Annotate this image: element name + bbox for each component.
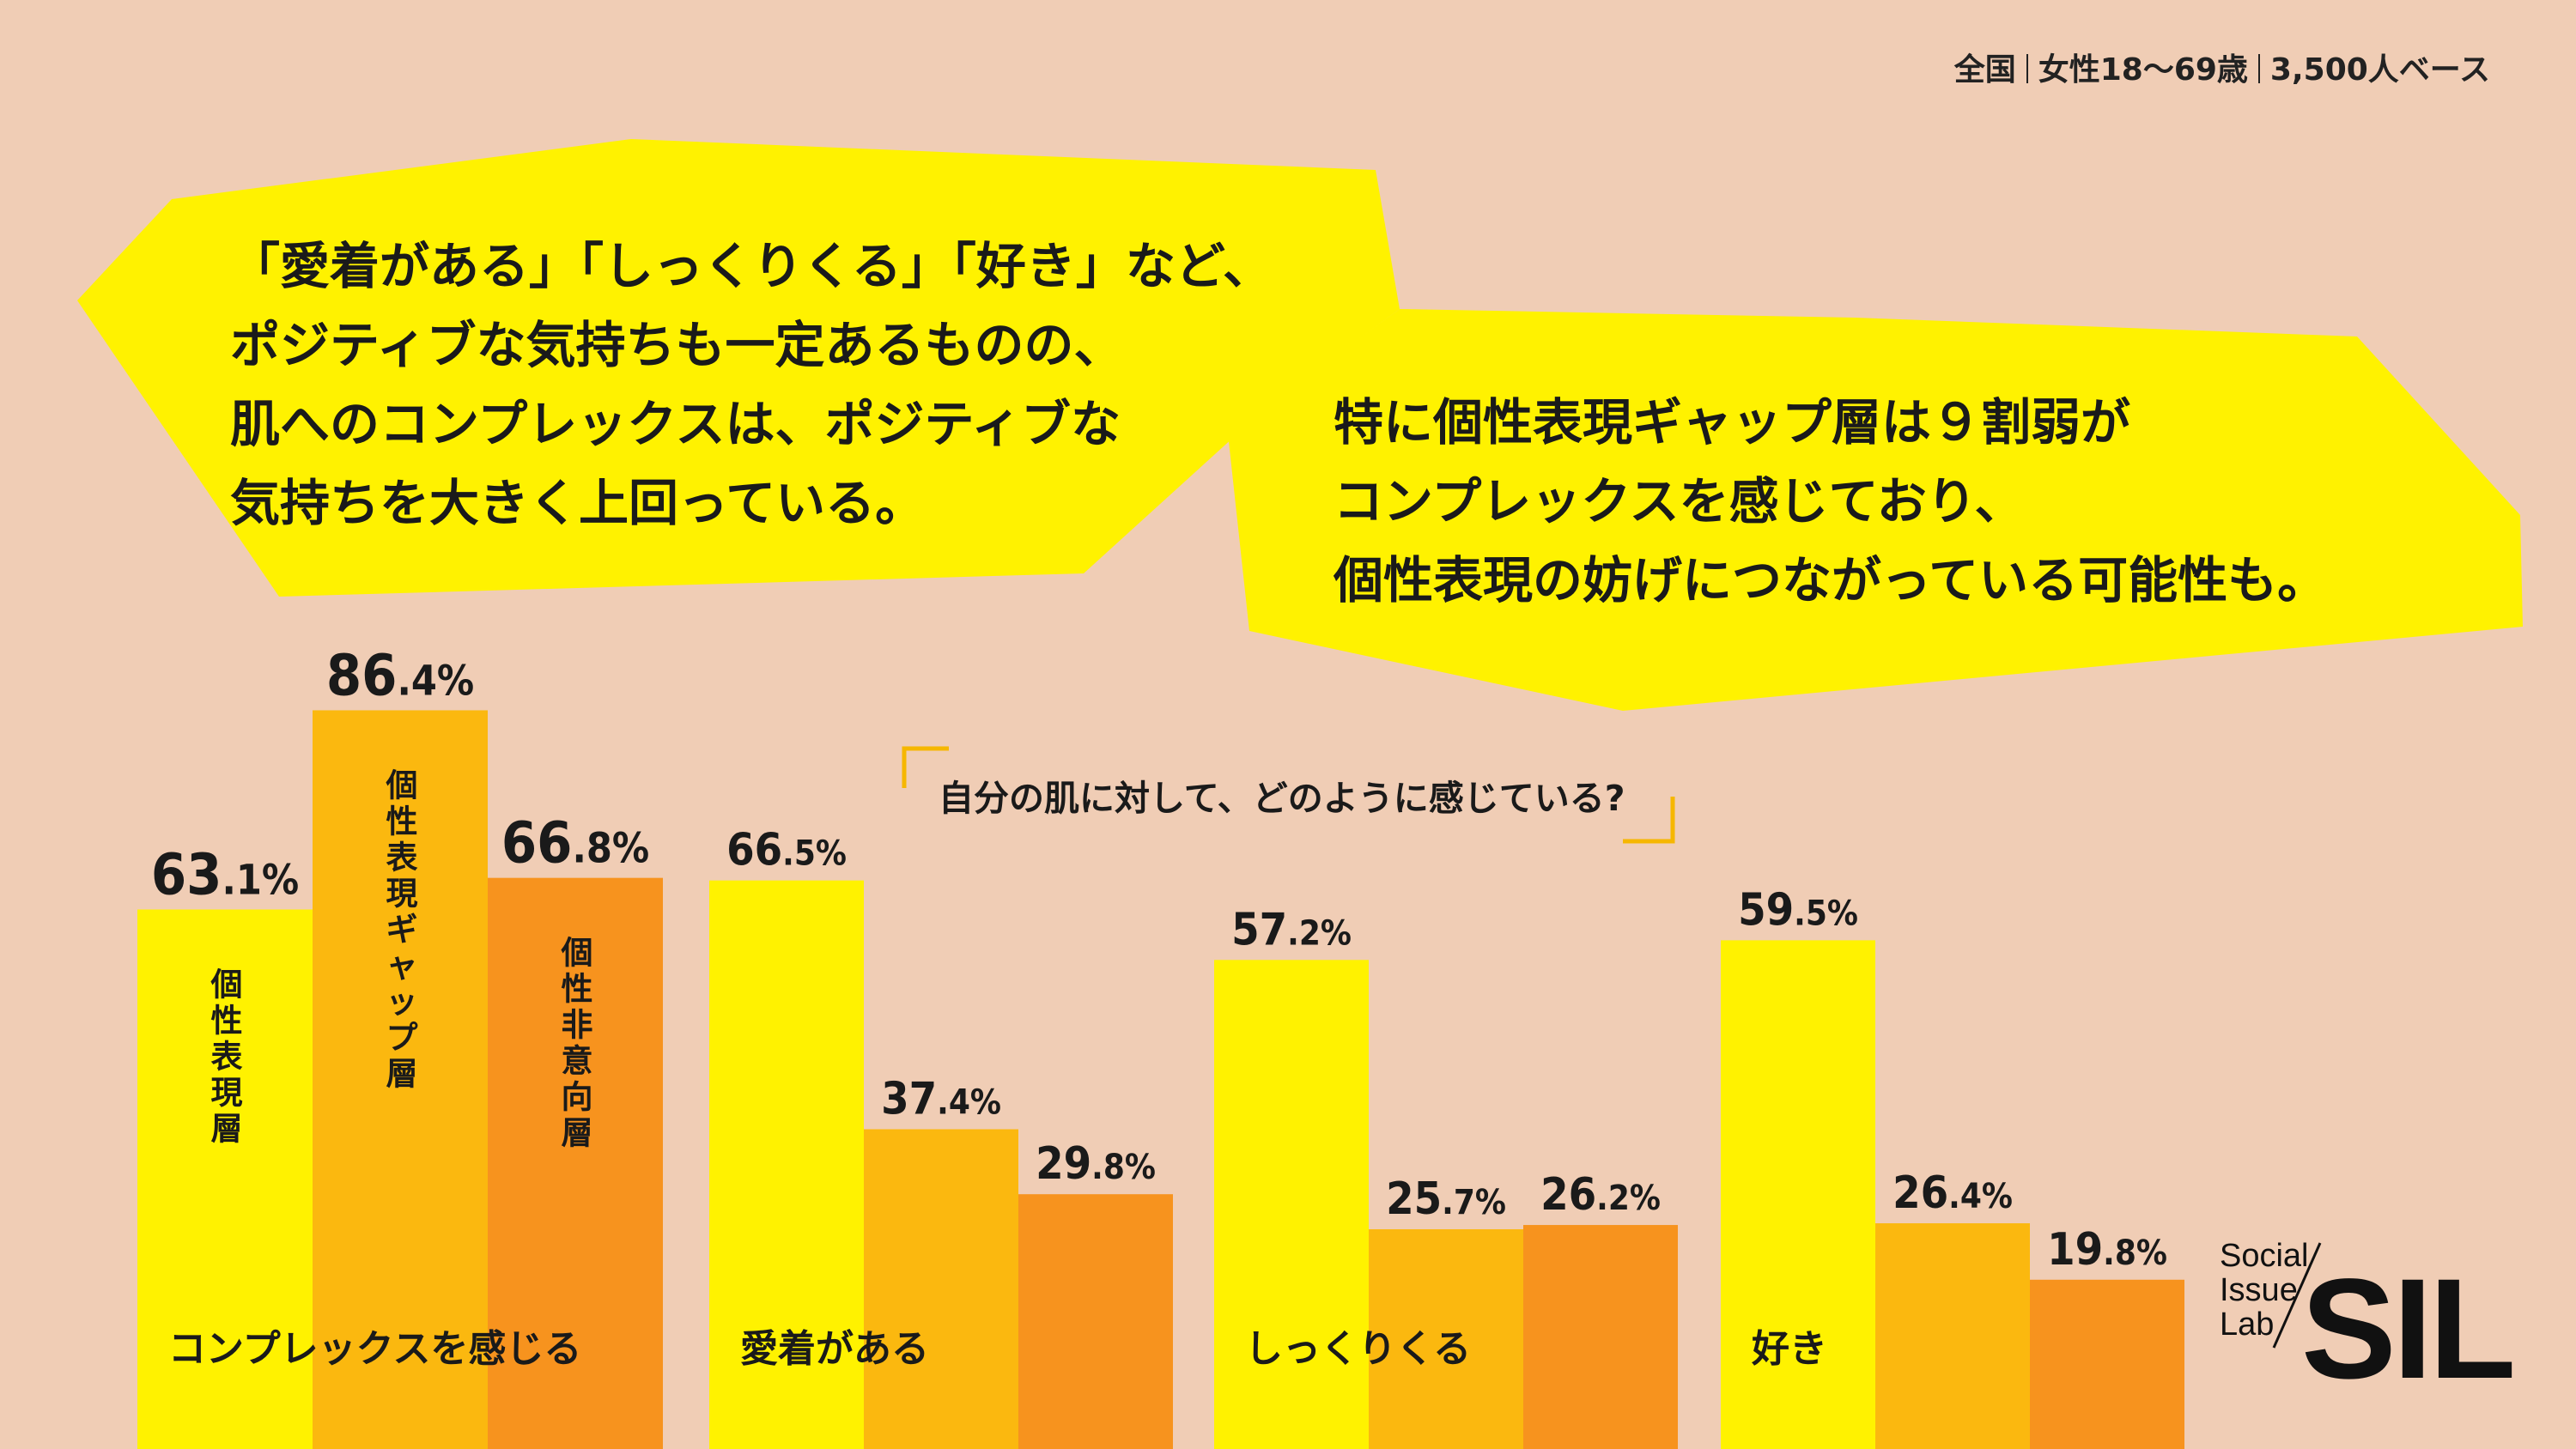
series-name-glyph: 向 <box>562 1079 593 1116</box>
bubble-left-line: 肌へのコンプレックスは、ポジティブな <box>230 395 1121 453</box>
series-name-glyph: 非 <box>562 1007 593 1044</box>
bar <box>1018 1194 1173 1449</box>
survey-base: 3,500人ベース <box>2269 52 2490 88</box>
bubble-left-text: 「愛着がある」「しっくりくる」「好き」など、 ポジティブな気持ちも一定あるものの… <box>230 227 1273 543</box>
series-name-glyph: 表 <box>211 1039 243 1076</box>
bar <box>2030 1279 2184 1449</box>
series-name-glyph: ッ <box>386 983 418 1020</box>
series-name-glyph: プ <box>386 1019 418 1056</box>
bubble-right <box>1228 309 2523 711</box>
bubble-right-line: コンプレックスを感じており、 <box>1334 472 2025 530</box>
series-name-glyph: 性 <box>562 971 593 1008</box>
logo-slash <box>2272 1242 2322 1349</box>
series-name-glyph: ギ <box>386 911 418 948</box>
category-label: コンプレックスを感じる <box>168 1327 581 1371</box>
bar-value-label: 37.4% <box>881 1073 1001 1125</box>
logo-wordmark: Social Issue Lab <box>2220 1239 2309 1342</box>
bar <box>137 909 313 1449</box>
bar-value-label: 19.8% <box>2047 1224 2167 1276</box>
series-name-glyph: 表 <box>386 839 418 876</box>
series-name-glyph: 意 <box>562 1043 593 1080</box>
series-name-glyph: 層 <box>562 1115 593 1152</box>
bar <box>313 710 488 1449</box>
bar <box>1523 1225 1678 1449</box>
series-name-glyph: ャ <box>386 947 418 984</box>
bubble-left-line: 「愛着がある」「しっくりくる」「好き」など、 <box>230 237 1273 295</box>
survey-question: 自分の肌に対して、どのように感じている? <box>939 778 1625 819</box>
bar <box>709 880 864 1449</box>
bar-value-label: 66.8% <box>501 810 649 876</box>
bar-value-label: 25.7% <box>1386 1173 1506 1225</box>
series-name-glyph: 性 <box>386 803 418 840</box>
bar <box>1721 940 1875 1449</box>
survey-target: 女性18〜69歳 <box>2038 52 2248 88</box>
category-label: 好き <box>1751 1327 1827 1371</box>
logo-mark: SIL <box>2301 1250 2516 1409</box>
category-label: しっくりくる <box>1245 1327 1471 1371</box>
series-name-glyph: 個 <box>561 935 593 972</box>
bar-value-label: 29.8% <box>1036 1138 1156 1190</box>
question-bracket-open <box>902 746 949 788</box>
series-name-glyph: 個 <box>386 767 418 803</box>
bubble-right-line: 特に個性表現ギャップ層は９割弱が <box>1334 393 2131 452</box>
bar-value-label: 86.4% <box>326 642 474 708</box>
bar <box>1369 1229 1523 1449</box>
bar-chart: 63.1%個性表現層86.4%個性表現ギャップ層66.8%個性非意向層コンプレッ… <box>137 642 2184 1449</box>
series-name-glyph: 性 <box>211 1003 243 1040</box>
series-name-glyph: 現 <box>211 1075 243 1112</box>
bar <box>864 1129 1018 1449</box>
divider <box>2257 54 2260 83</box>
bar-value-label: 57.2% <box>1231 904 1352 955</box>
survey-scope-note: 全国 女性18〜69歳 3,500人ベース <box>1954 45 2490 89</box>
series-name-glyph: 層 <box>386 1055 418 1092</box>
question-bracket-close <box>1623 797 1675 844</box>
survey-region: 全国 <box>1953 52 2016 88</box>
bubble-left-line: ポジティブな気持ちも一定あるものの、 <box>230 316 1124 374</box>
series-name-glyph: 個 <box>210 967 243 1003</box>
logo-line: Lab <box>2220 1307 2275 1343</box>
series-name-glyph: 層 <box>211 1111 243 1148</box>
logo-line: Issue <box>2220 1272 2298 1308</box>
divider <box>2026 54 2028 83</box>
bar-value-label: 59.5% <box>1738 884 1858 936</box>
bar-value-label: 26.2% <box>1540 1169 1661 1221</box>
bubble-right-line: 個性表現の妨げにつながっている可能性も。 <box>1334 551 2328 609</box>
bar <box>1875 1223 2030 1449</box>
category-label: 愛着がある <box>740 1327 929 1371</box>
bar <box>1214 960 1369 1449</box>
bubble-left-line: 気持ちを大きく上回っている。 <box>230 474 926 532</box>
bar-value-label: 66.5% <box>726 825 847 876</box>
bubble-left <box>77 139 1400 597</box>
series-name-glyph: 現 <box>386 875 418 912</box>
bar-value-label: 63.1% <box>151 842 299 908</box>
bar-value-label: 26.4% <box>1893 1167 2013 1219</box>
bar <box>488 877 663 1449</box>
bubble-right-text: 特に個性表現ギャップ層は９割弱が コンプレックスを感じており、 個性表現の妨げに… <box>1334 383 2327 620</box>
logo-line: Social <box>2220 1238 2309 1274</box>
